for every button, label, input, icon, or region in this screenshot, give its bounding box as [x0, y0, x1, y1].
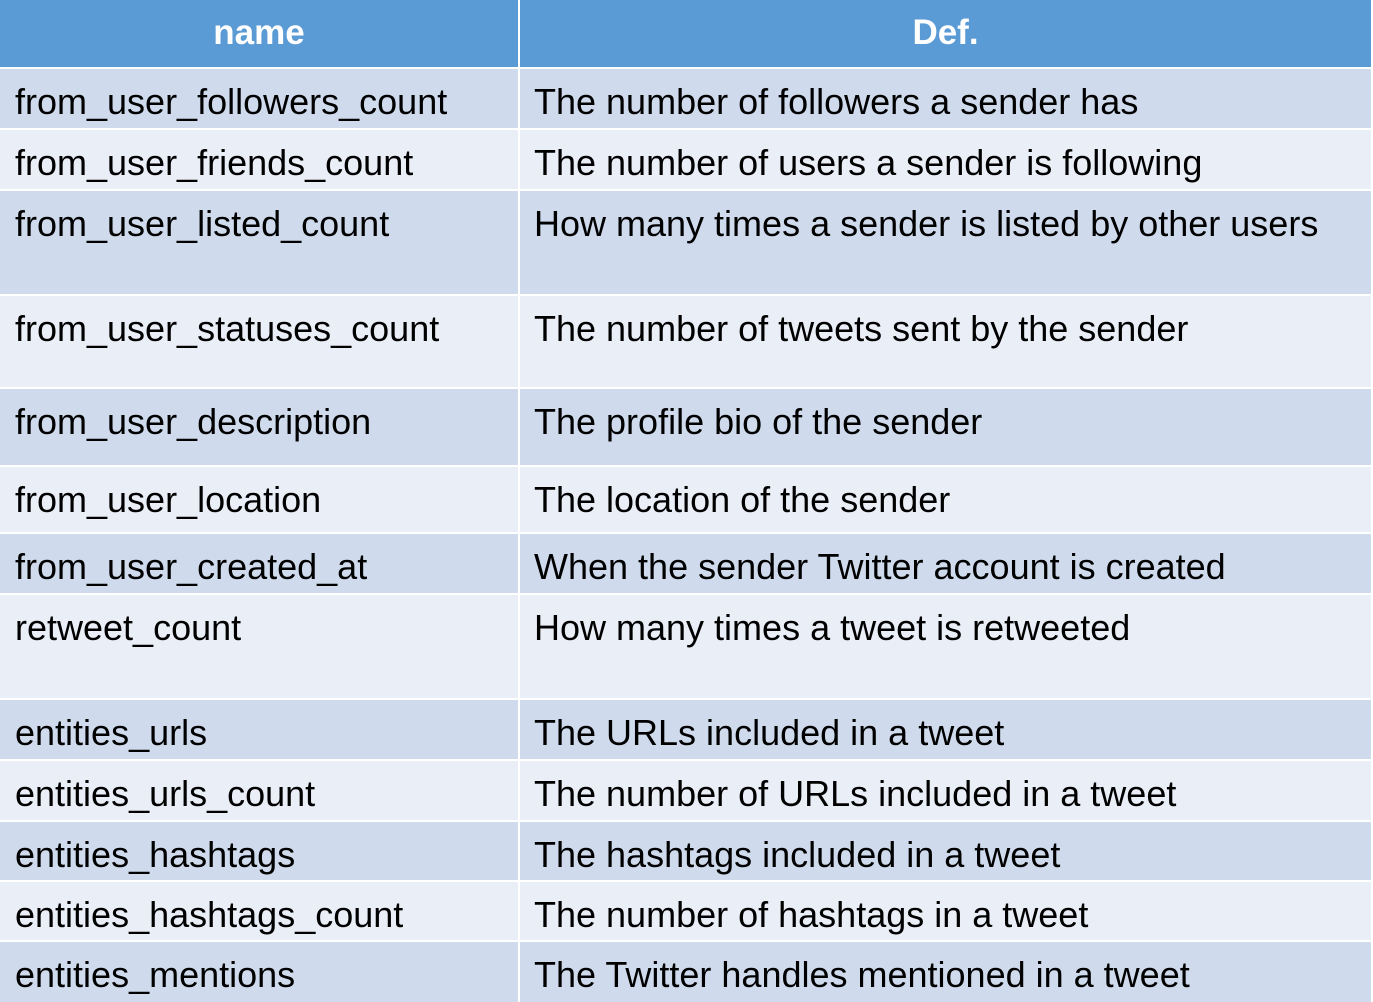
table-row: from_user_statuses_count The number of t…	[0, 296, 1373, 387]
cell-def: The number of followers a sender has	[520, 69, 1371, 128]
header-name: name	[0, 0, 518, 67]
cell-def: The number of URLs included in a tweet	[520, 761, 1371, 820]
table-row: entities_mentions The Twitter handles me…	[0, 942, 1373, 1002]
cell-name: from_user_created_at	[0, 534, 518, 593]
table-row: from_user_friends_count The number of us…	[0, 130, 1373, 189]
cell-def: The Twitter handles mentioned in a tweet	[520, 942, 1371, 1002]
cell-def: The location of the sender	[520, 467, 1371, 532]
table-row: retweet_count How many times a tweet is …	[0, 595, 1373, 698]
table-row: entities_urls The URLs included in a twe…	[0, 700, 1373, 759]
cell-name: retweet_count	[0, 595, 518, 698]
table-row: entities_hashtags_count The number of ha…	[0, 882, 1373, 940]
table-row: entities_urls_count The number of URLs i…	[0, 761, 1373, 820]
table-header-row: name Def.	[0, 0, 1373, 67]
cell-def: How many times a tweet is retweeted	[520, 595, 1371, 698]
header-def: Def.	[520, 0, 1371, 67]
table-row: from_user_location The location of the s…	[0, 467, 1373, 532]
table-row: from_user_followers_count The number of …	[0, 69, 1373, 128]
cell-name: from_user_listed_count	[0, 191, 518, 294]
cell-name: entities_hashtags	[0, 822, 518, 880]
cell-name: from_user_friends_count	[0, 130, 518, 189]
cell-name: entities_hashtags_count	[0, 882, 518, 940]
cell-def: The URLs included in a tweet	[520, 700, 1371, 759]
cell-name: from_user_description	[0, 389, 518, 465]
table-row: entities_hashtags The hashtags included …	[0, 822, 1373, 880]
cell-def: The profile bio of the sender	[520, 389, 1371, 465]
cell-name: entities_urls_count	[0, 761, 518, 820]
cell-def: The number of hashtags in a tweet	[520, 882, 1371, 940]
cell-name: from_user_followers_count	[0, 69, 518, 128]
cell-name: from_user_statuses_count	[0, 296, 518, 387]
cell-name: entities_urls	[0, 700, 518, 759]
table-row: from_user_description The profile bio of…	[0, 389, 1373, 465]
table-row: from_user_listed_count How many times a …	[0, 191, 1373, 294]
table-row: from_user_created_at When the sender Twi…	[0, 534, 1373, 593]
cell-def: The number of users a sender is followin…	[520, 130, 1371, 189]
cell-def: How many times a sender is listed by oth…	[520, 191, 1371, 294]
cell-def: The hashtags included in a tweet	[520, 822, 1371, 880]
cell-def: The number of tweets sent by the sender	[520, 296, 1371, 387]
cell-def: When the sender Twitter account is creat…	[520, 534, 1371, 593]
cell-name: entities_mentions	[0, 942, 518, 1002]
cell-name: from_user_location	[0, 467, 518, 532]
